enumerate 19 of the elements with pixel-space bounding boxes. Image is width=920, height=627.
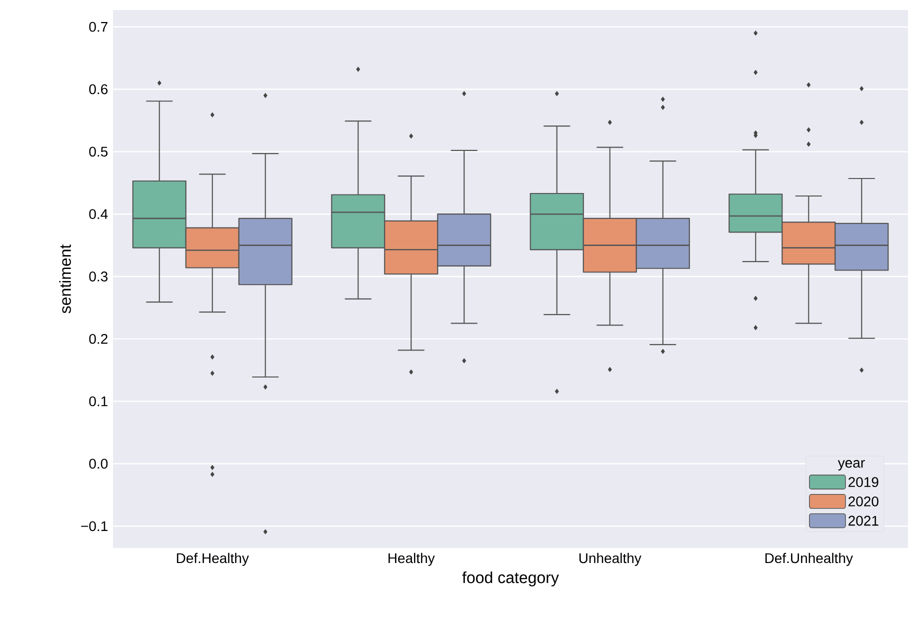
y-tick-label: 0.3 bbox=[89, 272, 108, 282]
legend-label: 2019 bbox=[848, 477, 878, 488]
x-tick-label: Unhealthy bbox=[579, 552, 642, 566]
x-tick-label: Healthy bbox=[388, 552, 435, 566]
legend-title: year bbox=[838, 460, 865, 470]
x-tick-label: Def.Unhealthy bbox=[765, 552, 853, 566]
x-axis-title: food category bbox=[462, 571, 559, 586]
y-tick-label: 0.5 bbox=[89, 146, 108, 157]
y-tick-label: 0.2 bbox=[89, 334, 108, 344]
legend-label: 2021 bbox=[848, 516, 878, 526]
y-tick-label: 0.4 bbox=[89, 209, 108, 220]
legend-label: 2020 bbox=[848, 496, 878, 506]
y-tick-label: 0.6 bbox=[89, 84, 108, 94]
y-axis-title: sentiment bbox=[59, 244, 71, 314]
y-tick-label: 0.0 bbox=[89, 458, 108, 469]
x-tick-label: Def.Healthy bbox=[176, 552, 249, 566]
y-tick-label: −0.1 bbox=[81, 521, 108, 532]
y-tick-label: 0.7 bbox=[89, 22, 108, 32]
y-tick-label: 0.1 bbox=[89, 396, 108, 406]
